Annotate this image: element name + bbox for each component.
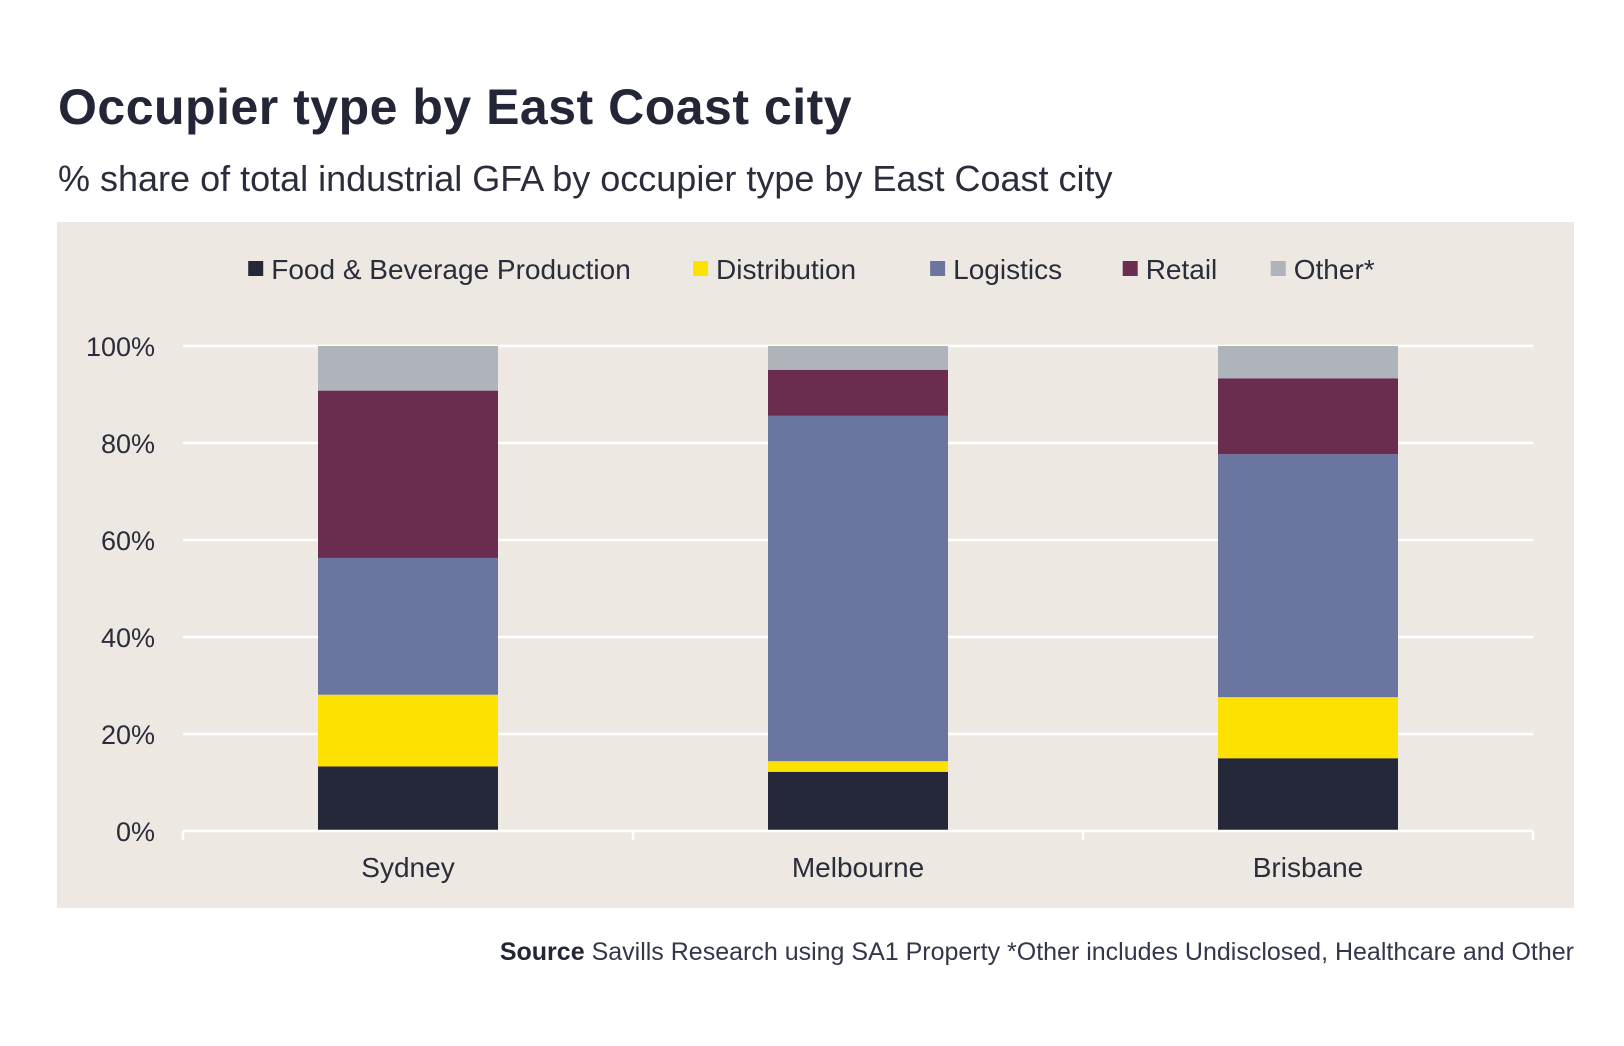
bar-segment xyxy=(318,766,498,831)
legend-item: Retail xyxy=(1122,254,1218,285)
legend-item: Distribution xyxy=(693,254,856,285)
bar-segment xyxy=(768,346,948,370)
bar-segment xyxy=(768,761,948,772)
y-tick-label: 40% xyxy=(101,623,155,653)
bar-segment xyxy=(1218,454,1398,698)
bar-segment xyxy=(318,346,498,391)
y-tick-label: 0% xyxy=(116,817,155,847)
x-tick-label: Melbourne xyxy=(792,852,924,883)
bar-segment xyxy=(768,415,948,762)
bar-segment xyxy=(318,694,498,767)
bar-segment xyxy=(768,771,948,831)
legend-item: Logistics xyxy=(930,254,1062,285)
source-label: Source xyxy=(499,938,585,966)
y-tick-label: 60% xyxy=(101,526,155,556)
legend-label: Food & Beverage Production xyxy=(271,254,631,285)
legend-label: Distribution xyxy=(716,254,856,285)
y-tick-label: 80% xyxy=(101,429,155,459)
chart-title: Occupier type by East Coast city xyxy=(58,79,853,135)
bar-segment xyxy=(768,369,948,416)
legend: Food & Beverage Production Distribution Lo… xyxy=(248,254,1375,285)
legend-label: Retail xyxy=(1146,254,1218,285)
bar-segment xyxy=(1218,378,1398,455)
source-note: Source Savills Research using SA1 Proper… xyxy=(500,938,1574,967)
y-tick-label: 20% xyxy=(101,720,155,750)
bar-segment xyxy=(318,390,498,558)
legend-label: Logistics xyxy=(953,254,1062,285)
legend-swatch xyxy=(248,261,264,276)
source-text: Savills Research using SA1 Property *Oth… xyxy=(591,938,1574,966)
bar-segment xyxy=(318,557,498,695)
y-axis-ticks: 0% 20% 40% 60% 80% 100% xyxy=(86,332,155,847)
legend-item: Other* xyxy=(1270,254,1375,285)
chart-subtitle: % share of total industrial GFA by occup… xyxy=(58,158,1113,199)
bar-segment xyxy=(1218,346,1398,379)
legend-item: Food & Beverage Production xyxy=(248,254,631,285)
y-tick-label: 100% xyxy=(86,332,155,362)
bars xyxy=(318,346,1398,831)
bar-segment xyxy=(1218,758,1398,831)
legend-swatch xyxy=(693,261,709,276)
bar-segment xyxy=(1218,697,1398,759)
legend-label: Other* xyxy=(1294,254,1375,285)
x-axis xyxy=(181,829,1535,840)
x-tick-label: Sydney xyxy=(361,852,454,883)
legend-swatch xyxy=(930,261,946,276)
legend-swatch xyxy=(1270,261,1286,276)
x-axis-labels: Sydney Melbourne Brisbane xyxy=(361,852,1363,883)
legend-swatch xyxy=(1122,261,1138,276)
x-tick-label: Brisbane xyxy=(1253,852,1364,883)
